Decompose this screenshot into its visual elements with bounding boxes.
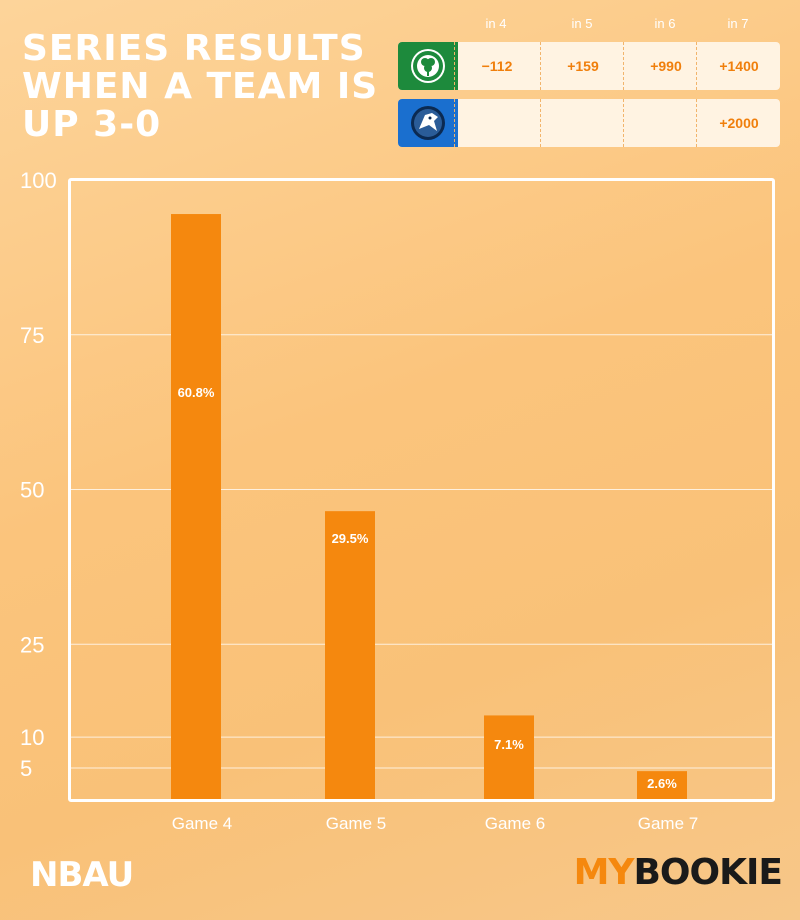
mavericks-logo-icon — [398, 99, 458, 147]
bar-data-label: 2.6% — [647, 776, 677, 791]
plot-frame — [68, 178, 775, 802]
celtics-logo-icon — [398, 42, 458, 90]
odds-mavericks-in6 — [623, 99, 708, 147]
bar-game-6 — [484, 715, 534, 799]
bar-data-label: 29.5% — [332, 531, 369, 546]
x-tick-label: Game 7 — [638, 814, 698, 833]
x-tick-label: Game 5 — [326, 814, 386, 833]
bars — [171, 214, 687, 800]
y-tick-label: 100 — [20, 168, 57, 193]
odds-header-in7: in 7 — [727, 16, 749, 31]
bar-labels: 60.8% 29.5% 7.1% 2.6% — [178, 385, 678, 791]
mybookie-logo: MYBOOKIE — [573, 852, 783, 893]
bar-data-label: 60.8% — [178, 385, 215, 400]
odds-celtics-in4: −112 — [454, 42, 539, 90]
x-tick-label: Game 6 — [485, 814, 545, 833]
x-axis-ticks: Game 4 Game 5 Game 6 Game 7 — [172, 814, 698, 833]
y-tick-label: 25 — [20, 632, 44, 657]
odds-mavericks-in5 — [540, 99, 625, 147]
nbau-logo: NBAU — [30, 855, 134, 895]
bar-data-label: 7.1% — [494, 737, 524, 752]
y-axis-ticks: 5 10 25 50 75 100 — [20, 168, 57, 781]
odds-row-mavericks: +2000 — [398, 99, 780, 147]
odds-header-in5: in 5 — [571, 16, 593, 31]
odds-header: in 4 in 5 in 6 in 7 — [398, 14, 780, 36]
odds-row-celtics: −112 +159 +990 +1400 — [398, 42, 780, 90]
odds-table: in 4 in 5 in 6 in 7 −112 +159 +990 +1400 — [398, 14, 780, 150]
y-tick-label: 50 — [20, 478, 44, 503]
odds-mavericks-in7: +2000 — [696, 99, 781, 147]
x-tick-label: Game 4 — [172, 814, 232, 833]
bar-game-7 — [637, 771, 687, 799]
odds-celtics-in6: +990 — [623, 42, 708, 90]
mybookie-logo-bookie: BOOKIE — [633, 852, 783, 893]
odds-header-in4: in 4 — [485, 16, 507, 31]
odds-celtics-in7: +1400 — [696, 42, 781, 90]
chart-title: SERIES RESULTS WHEN A TEAM IS UP 3-0 — [22, 28, 379, 145]
y-tick-label: 5 — [20, 756, 32, 781]
bar-game-5 — [325, 511, 375, 799]
bar-game-4 — [171, 214, 221, 800]
odds-header-in6: in 6 — [654, 16, 676, 31]
y-tick-label: 75 — [20, 323, 44, 348]
odds-celtics-in5: +159 — [540, 42, 625, 90]
mybookie-logo-my: MY — [573, 852, 635, 893]
odds-mavericks-in4 — [454, 99, 539, 147]
y-tick-label: 10 — [20, 725, 44, 750]
